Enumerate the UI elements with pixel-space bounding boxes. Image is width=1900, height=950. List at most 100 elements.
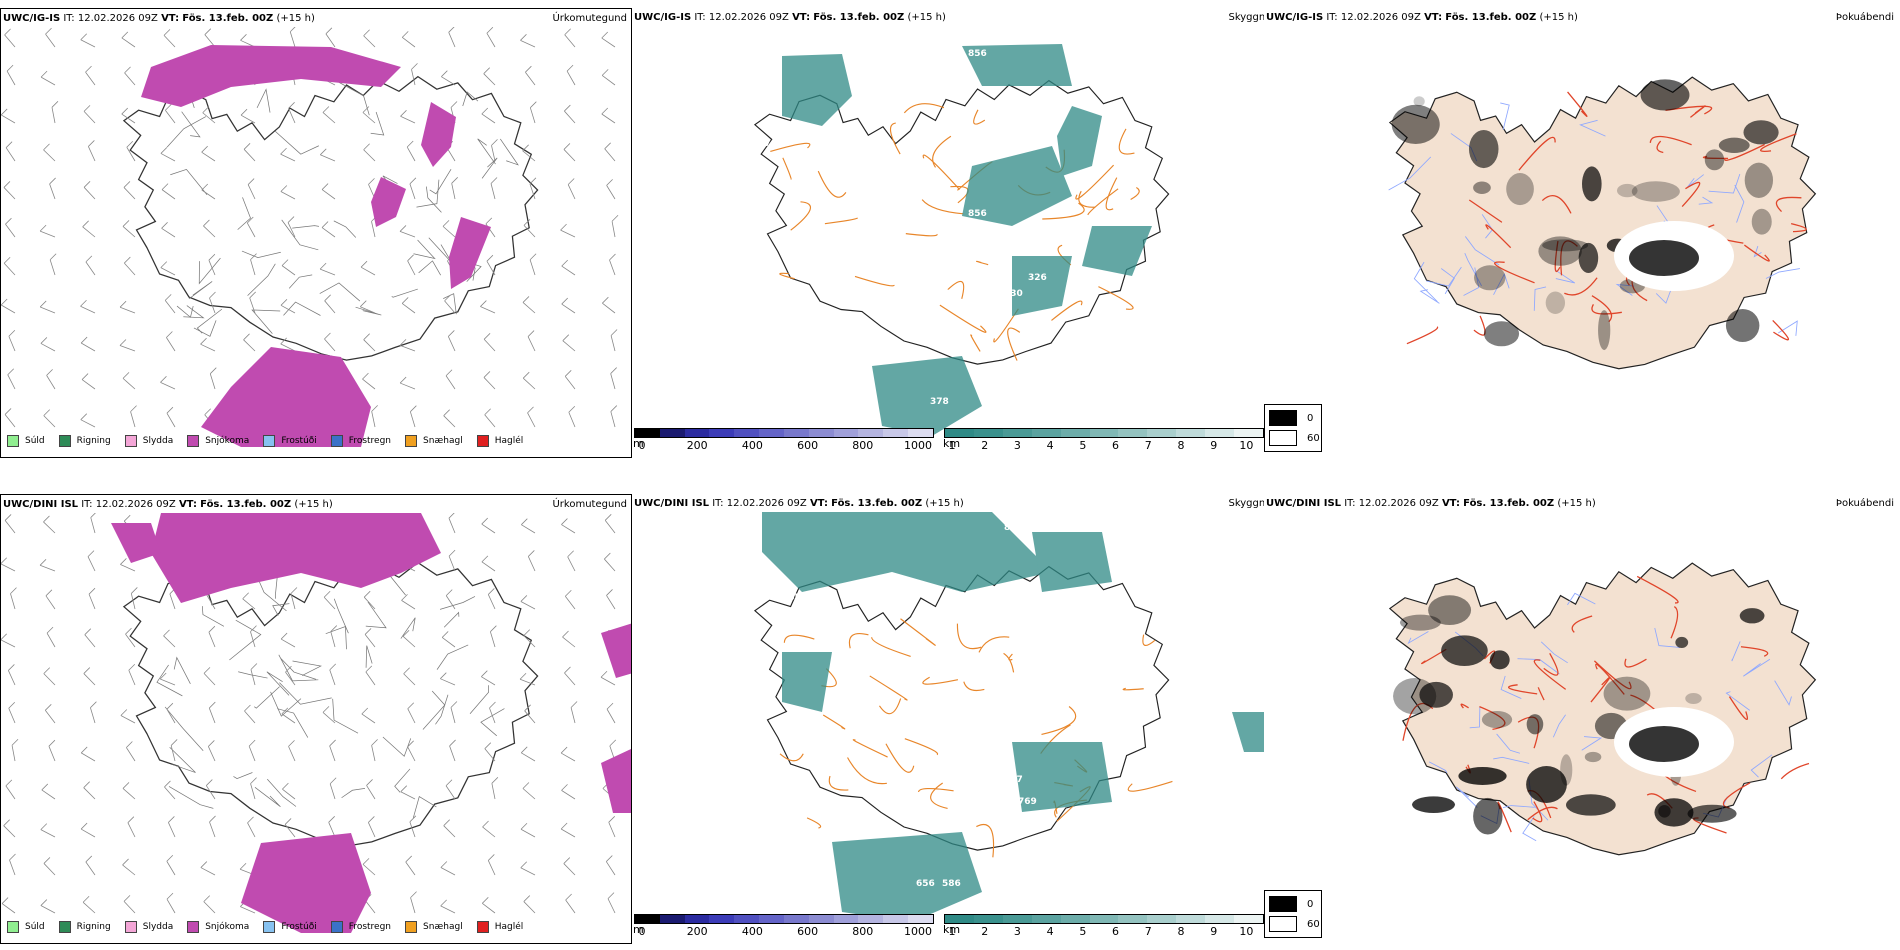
it-value: 12.02.2026 09Z <box>1340 12 1421 23</box>
it-value: 12.02.2026 09Z <box>77 13 158 24</box>
model-name: UWC/DINI ISL <box>1266 498 1342 509</box>
legend-label: Slydda <box>142 436 174 446</box>
precip-legend: Súld Rigning Slydda Snjókoma Frostúði Frostre… <box>7 921 537 933</box>
colorbar-segment <box>635 915 660 923</box>
visibility-tick-label: 4 <box>1046 925 1054 938</box>
panel-title: UWC/IG-IS IT: 12.02.2026 09Z VT: Fös. 13… <box>634 12 946 23</box>
legend-label: Frostúði <box>281 922 317 932</box>
colorbar-unit: m <box>633 437 644 450</box>
colorbar-segment <box>883 915 909 923</box>
vt-label: VT: <box>161 13 180 24</box>
vt-label: VT: <box>792 12 811 23</box>
vt-label: VT: <box>1441 498 1460 509</box>
colorbar-segment <box>945 429 974 437</box>
elevation-tick-label: 800 <box>852 925 874 938</box>
it-value: 12.02.2026 09Z <box>1358 498 1439 509</box>
colorbar-segment <box>709 429 735 437</box>
visibility-panel: UWC/DINI ISL IT: 12.02.2026 09Z VT: Fös.… <box>632 494 1264 944</box>
visibility-tick-label: 3 <box>1013 439 1021 452</box>
it-label: IT: <box>1326 12 1338 23</box>
legend-label: Frostúði <box>281 436 317 446</box>
colorbar-segment <box>783 915 809 923</box>
wind-barbs <box>1 27 619 428</box>
visibility-tick-label: 2 <box>981 925 989 938</box>
elevation-tick-label: 600 <box>797 925 819 938</box>
it-label: IT: <box>1344 498 1356 509</box>
legend-label: Snjókoma <box>205 922 250 932</box>
legend-swatch <box>476 435 489 447</box>
fog-dark-area <box>1391 79 1779 351</box>
lead-time: (+15 h) <box>276 13 315 24</box>
colorbar-segment <box>1060 429 1090 437</box>
model-name: UWC/DINI ISL <box>3 499 79 510</box>
lead-time: (+15 h) <box>1557 498 1596 509</box>
panel-type-label: Þokuábendi <box>1835 498 1894 509</box>
road-network <box>770 103 1140 361</box>
visibility-value-label: 586 <box>942 879 961 889</box>
panel-type-label: Skyggni <box>1228 12 1264 23</box>
visibility-tick-label: 7 <box>1144 925 1152 938</box>
visibility-value-label: 769 <box>1018 797 1037 807</box>
legend-swatch <box>7 435 19 447</box>
colorbar-segment <box>684 429 710 437</box>
legend-item: Haglél <box>476 921 523 933</box>
colorbar-segment <box>908 429 933 437</box>
visibility-value-label: 843 <box>1004 523 1023 533</box>
snow-area <box>111 513 631 933</box>
elevation-tick-label: 600 <box>797 439 819 452</box>
vt-value: Fös. 13.feb. 00Z <box>182 13 274 24</box>
precip-map <box>1 27 619 447</box>
vt-value: Fös. 13.feb. 00Z <box>813 12 905 23</box>
colorbar-segment <box>1031 915 1061 923</box>
road-network <box>1406 91 1807 345</box>
wind-barbs <box>1 513 617 914</box>
panel-type-label: Skyggni <box>1228 498 1264 509</box>
it-value: 12.02.2026 09Z <box>95 499 176 510</box>
precip-panel: UWC/DINI ISL IT: 12.02.2026 09Z VT: Fös.… <box>0 494 632 944</box>
visibility-value-label: 856 <box>968 49 987 59</box>
precip-panel: UWC/IG-IS IT: 12.02.2026 09Z VT: Fös. 13… <box>0 8 632 458</box>
colorbar-segment <box>1089 429 1119 437</box>
model-name: UWC/DINI ISL <box>634 498 710 509</box>
colorbar-segment <box>858 915 884 923</box>
legend-item: Snjókoma <box>187 921 249 933</box>
visibility-tick-label: 3 <box>1013 925 1021 938</box>
colorbar-segment <box>1176 429 1206 437</box>
elevation-tick-label: 800 <box>852 439 874 452</box>
snow-area <box>141 45 491 447</box>
legend-swatch <box>124 921 137 933</box>
visibility-value-label: 142 <box>944 251 963 261</box>
legend-item: Slydda <box>124 921 174 933</box>
legend-item: Súld <box>7 435 45 447</box>
it-label: IT: <box>63 13 75 24</box>
legend-swatch <box>58 435 71 447</box>
visibility-value-label: 160 <box>944 741 963 751</box>
panel-title: UWC/DINI ISL IT: 12.02.2026 09Z VT: Fös.… <box>1266 498 1596 509</box>
vt-label: VT: <box>1424 12 1443 23</box>
fog-legend-swatch <box>1269 410 1297 426</box>
model-name: UWC/IG-IS <box>3 13 61 24</box>
legend-item: Slydda <box>124 435 174 447</box>
legend-item: Frostúði <box>263 921 317 933</box>
legend-item: Rigning <box>58 921 111 933</box>
fog-legend-label: 60 <box>1307 918 1320 930</box>
colorbar-segment <box>808 429 834 437</box>
visibility-value-label: 622 <box>938 289 957 299</box>
legend-item: Snæhagl <box>405 921 463 933</box>
legend-label: Frostregn <box>348 922 392 932</box>
legend-label: Súld <box>25 922 45 932</box>
coastline <box>122 561 539 847</box>
legend-swatch <box>263 921 276 933</box>
legend-label: Snjókoma <box>205 436 250 446</box>
colorbar-segment <box>684 915 710 923</box>
low-visibility-area <box>782 44 1152 436</box>
legend-item: Snæhagl <box>405 435 463 447</box>
colorbar-segment <box>1234 429 1263 437</box>
low-visibility-area <box>762 512 1264 922</box>
elevation-colorbar: 0 200 400 600 800 1000 m <box>633 914 934 938</box>
panel-title: UWC/IG-IS IT: 12.02.2026 09Z VT: Fös. 13… <box>3 13 315 24</box>
vt-value: Fös. 13.feb. 00Z <box>831 498 923 509</box>
precip-map <box>1 513 631 933</box>
vt-value: Fös. 13.feb. 00Z <box>1463 498 1555 509</box>
legend-label: Slydda <box>142 922 174 932</box>
